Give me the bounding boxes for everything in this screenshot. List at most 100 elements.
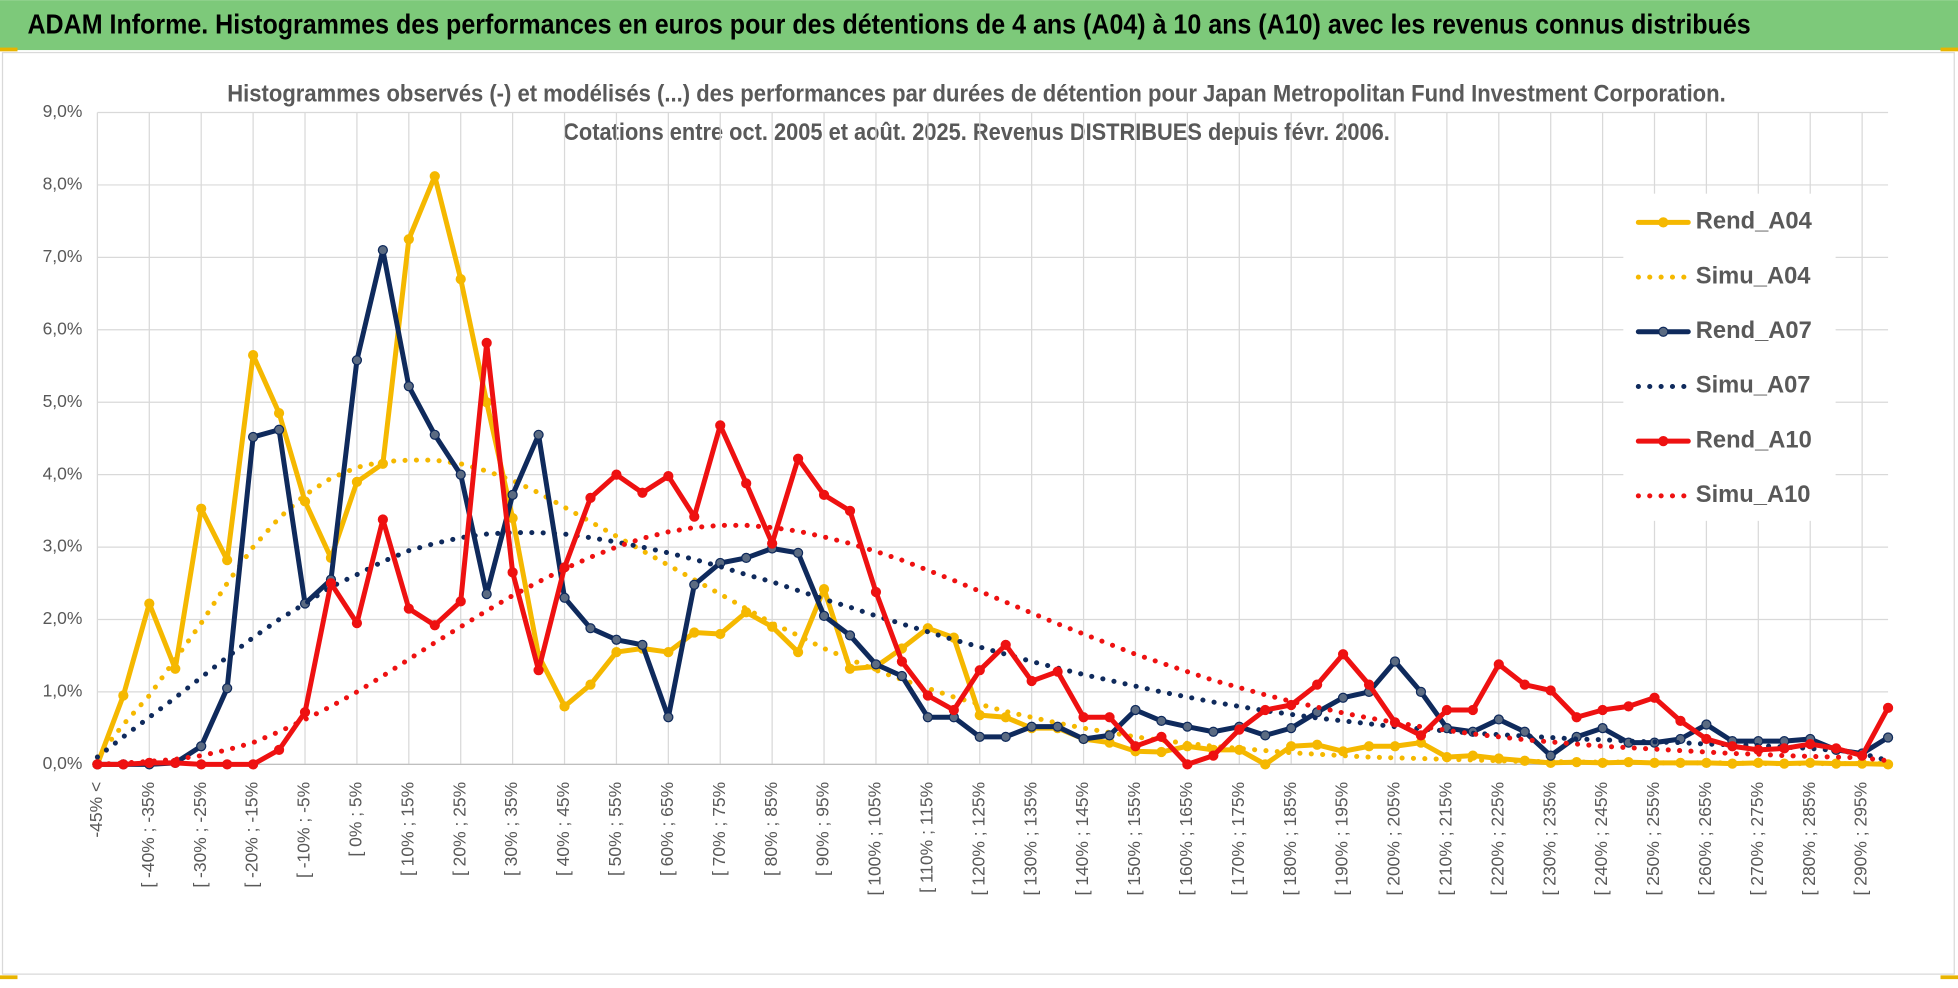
marker <box>1286 741 1297 752</box>
marker <box>377 245 388 256</box>
marker <box>1882 759 1894 770</box>
marker <box>1026 721 1037 732</box>
marker <box>196 759 207 770</box>
marker <box>896 656 908 667</box>
marker <box>1156 746 1167 758</box>
marker <box>273 424 285 435</box>
y-tick-label: 2,0% <box>43 608 83 628</box>
x-tick-label: [ -30% ; -25% <box>190 782 210 888</box>
marker <box>663 712 674 723</box>
x-tick-label: [ 180% ; 185% <box>1280 782 1300 896</box>
marker <box>1882 702 1894 713</box>
marker <box>351 617 363 629</box>
x-tick-label: [ 200% ; 205% <box>1384 782 1404 896</box>
marker <box>222 554 233 566</box>
marker <box>1493 659 1504 670</box>
x-tick-label: [ 40% ; 45% <box>553 782 573 876</box>
marker <box>922 712 933 723</box>
marker <box>559 592 570 603</box>
marker <box>741 478 752 489</box>
marker <box>611 634 622 645</box>
marker <box>1130 741 1141 752</box>
marker <box>377 514 388 525</box>
marker <box>1000 639 1011 650</box>
legend-marker <box>1658 326 1669 337</box>
corner <box>1940 47 1958 52</box>
observed-line <box>94 340 1891 767</box>
marker <box>585 679 596 690</box>
x-tick-label: [ 30% ; 35% <box>501 782 521 876</box>
legend-box <box>1623 193 1836 521</box>
marker <box>974 665 985 676</box>
x-tick-label: [ 190% ; 195% <box>1332 782 1352 896</box>
x-tick-label: [ -20% ; -15% <box>242 782 262 888</box>
x-tick-label: [ 130% ; 135% <box>1020 782 1040 896</box>
marker <box>247 431 259 443</box>
marker <box>844 505 856 516</box>
marker <box>948 704 959 716</box>
marker <box>247 759 259 770</box>
marker <box>533 665 544 676</box>
marker <box>1441 704 1453 716</box>
marker <box>1415 686 1427 698</box>
marker <box>896 670 908 682</box>
marker <box>1363 741 1375 752</box>
x-tick-label: [ -10% ; -5% <box>294 782 314 878</box>
x-tick-label: [ 120% ; 125% <box>968 782 988 896</box>
header-band <box>0 0 1958 51</box>
x-tick-label: [ -40% ; -35% <box>138 782 158 888</box>
header-title: ADAM Informe. Histogrammes des performan… <box>27 9 1750 40</box>
marker <box>1286 699 1297 711</box>
marker <box>1831 743 1842 754</box>
x-tick-label: [ 260% ; 265% <box>1695 782 1715 896</box>
marker <box>299 707 311 718</box>
marker <box>663 646 674 658</box>
marker <box>1208 750 1219 761</box>
marker <box>1675 715 1686 727</box>
marker <box>1805 738 1816 750</box>
marker <box>1597 723 1608 734</box>
marker <box>1052 721 1063 732</box>
marker <box>403 381 414 392</box>
marker <box>715 420 726 431</box>
marker <box>585 623 596 634</box>
marker <box>1337 649 1349 660</box>
marker <box>870 586 882 598</box>
marker <box>403 603 414 614</box>
chart-border <box>1 51 1955 975</box>
marker <box>637 487 648 498</box>
marker <box>273 407 285 419</box>
marker <box>1104 730 1115 741</box>
marker <box>1545 685 1556 696</box>
marker <box>507 567 518 578</box>
marker <box>715 628 726 640</box>
marker <box>1779 743 1790 754</box>
x-tick-label: [ 90% ; 95% <box>813 782 833 876</box>
marker <box>1649 692 1660 703</box>
model-line <box>94 522 1891 767</box>
marker <box>1727 741 1738 752</box>
marker <box>196 503 207 514</box>
legend-marker <box>1658 436 1669 447</box>
corner <box>1940 975 1958 980</box>
marker <box>689 579 700 590</box>
marker <box>1882 732 1894 743</box>
marker <box>1208 726 1219 737</box>
marker <box>974 731 985 742</box>
marker <box>767 538 778 549</box>
marker <box>1493 714 1504 725</box>
marker <box>818 583 830 595</box>
x-tick-label: [ 240% ; 245% <box>1591 782 1611 896</box>
y-tick-label: 7,0% <box>43 246 83 266</box>
x-tick-label: [ 210% ; 215% <box>1436 782 1456 896</box>
marker <box>1623 701 1634 712</box>
y-tick-label: 5,0% <box>43 391 83 411</box>
legend-label: Simu_A07 <box>1696 373 1811 399</box>
marker <box>870 659 882 670</box>
marker <box>1182 721 1193 732</box>
x-tick-label: -45% < <box>86 782 106 838</box>
marker <box>1130 704 1141 716</box>
marker <box>611 469 622 480</box>
observed-line <box>94 247 1891 767</box>
